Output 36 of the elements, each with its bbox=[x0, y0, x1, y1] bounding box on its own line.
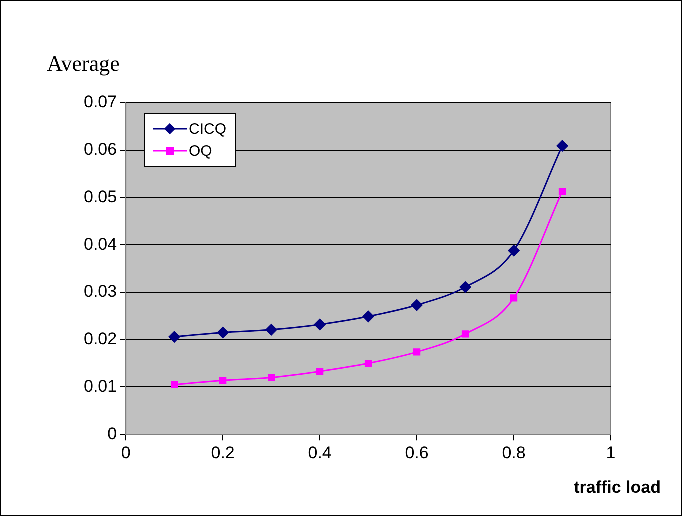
y-tick-label: 0.05 bbox=[84, 187, 118, 206]
x-tick-label: 0.6 bbox=[405, 443, 429, 462]
point bbox=[413, 348, 421, 356]
y-tick-label: 0.06 bbox=[84, 140, 118, 160]
point bbox=[510, 294, 518, 302]
point bbox=[168, 331, 180, 343]
x-tick-label: 0.8 bbox=[502, 443, 526, 462]
y-tick-label: 0.01 bbox=[84, 376, 118, 396]
point bbox=[508, 245, 520, 257]
x-tick-label: 1 bbox=[606, 443, 616, 462]
x-tick-label: 0.4 bbox=[308, 443, 332, 462]
y-tick-label: 0.02 bbox=[84, 330, 118, 349]
y-tick-label: 0 bbox=[108, 424, 118, 444]
x-axis-title: traffic load bbox=[574, 478, 661, 498]
legend-label: OQ bbox=[189, 142, 212, 160]
point bbox=[460, 282, 472, 294]
x-tick-label: 0.2 bbox=[211, 443, 235, 462]
point bbox=[364, 360, 372, 368]
point bbox=[314, 318, 326, 330]
point bbox=[219, 377, 227, 384]
x-tick-label: 0 bbox=[121, 443, 131, 462]
y-tick-label: 0.07 bbox=[84, 92, 118, 112]
point bbox=[171, 381, 178, 388]
point bbox=[316, 368, 324, 376]
y-tick-label: 0.04 bbox=[84, 234, 118, 254]
point bbox=[217, 327, 229, 338]
y-axis-title: Average bbox=[47, 51, 120, 77]
point bbox=[558, 188, 566, 196]
point bbox=[362, 310, 374, 322]
point bbox=[556, 140, 568, 152]
point bbox=[266, 324, 278, 336]
y-tick-label: 0.03 bbox=[84, 282, 118, 302]
point bbox=[462, 330, 470, 338]
point bbox=[268, 374, 276, 382]
point bbox=[411, 300, 423, 312]
legend-label: CICQ bbox=[189, 120, 226, 138]
